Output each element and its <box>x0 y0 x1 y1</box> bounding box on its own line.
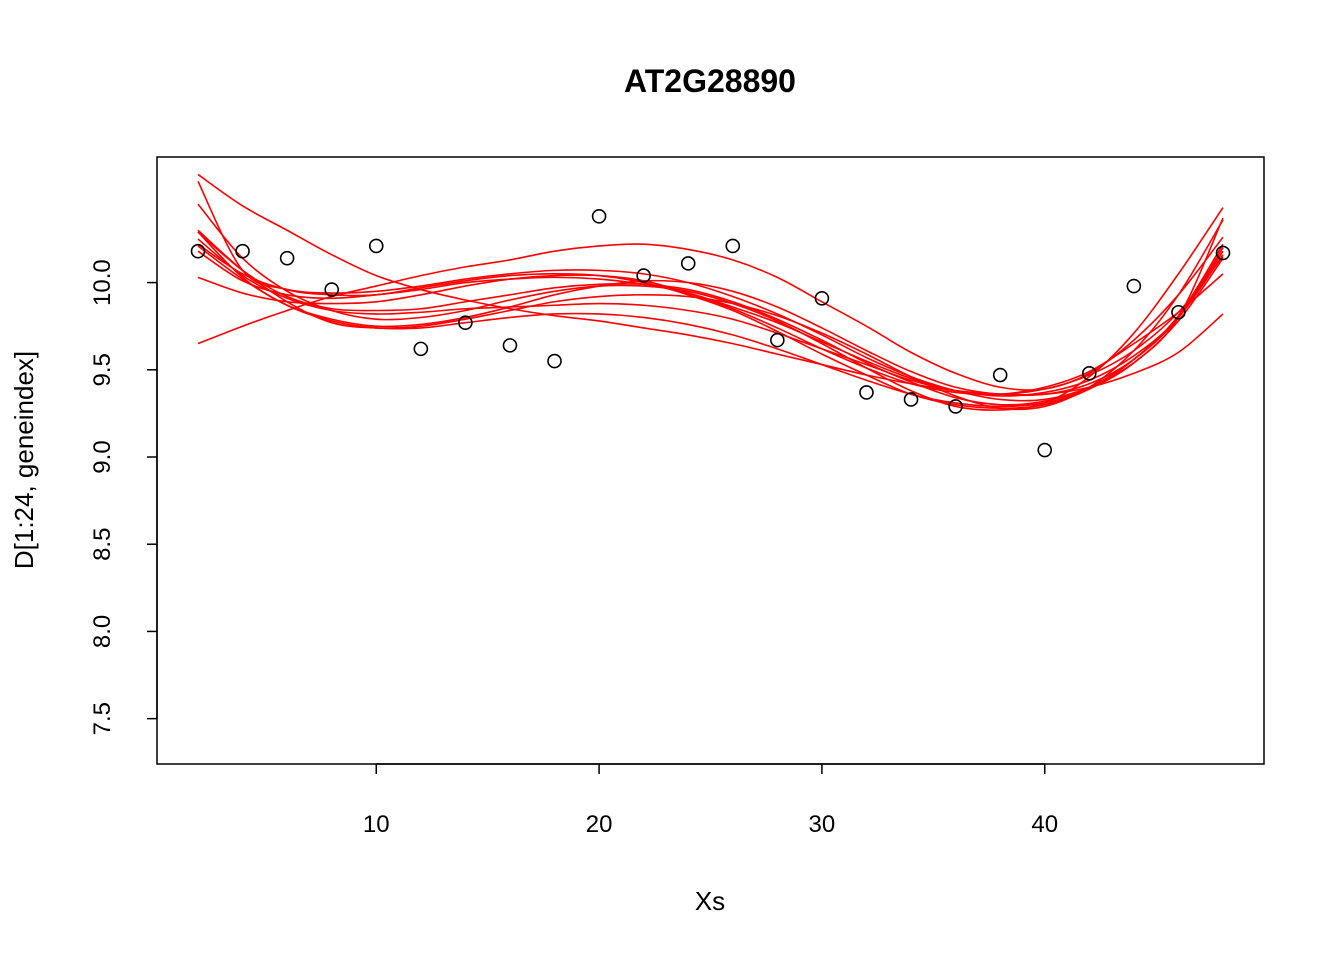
fitted-curves <box>197 173 1224 411</box>
data-point <box>1215 245 1231 261</box>
data-point <box>324 282 339 297</box>
fitted-curve-8 <box>197 203 1224 411</box>
data-point <box>235 243 250 259</box>
fitted-curve-1 <box>197 173 1224 396</box>
y-tick-label: 8.5 <box>89 528 116 561</box>
chart-title: AT2G28890 <box>624 63 796 99</box>
y-axis: 7.5 8.0 8.5 9.0 9.5 10.0 <box>89 259 158 735</box>
data-point <box>1171 304 1186 320</box>
fitted-curve-12 <box>197 250 1224 397</box>
data-point <box>190 243 206 259</box>
fitted-curve-7 <box>197 181 1224 409</box>
data-point <box>814 290 830 306</box>
data-point <box>279 250 295 266</box>
y-tick-label: 7.5 <box>89 702 116 735</box>
y-tick-label: 8.0 <box>89 615 116 648</box>
data-point <box>1037 442 1053 458</box>
x-tick-label: 10 <box>363 811 390 838</box>
fitted-curve-10 <box>197 245 1224 397</box>
data-point <box>948 399 963 414</box>
data-point <box>770 332 785 348</box>
y-axis-label: D[1:24, geneindex] <box>9 351 39 569</box>
data-point <box>502 338 518 353</box>
data-point <box>458 315 473 331</box>
x-axis-label: Xs <box>695 886 725 916</box>
data-point <box>1126 278 1142 294</box>
data-point <box>1082 365 1097 381</box>
data-point <box>859 385 874 400</box>
data-point <box>903 392 919 407</box>
y-tick-label: 10.0 <box>89 259 116 306</box>
data-point <box>368 238 384 254</box>
y-tick-label: 9.0 <box>89 440 116 473</box>
data-point <box>547 353 562 369</box>
data-point <box>413 341 429 357</box>
data-point <box>992 367 1008 383</box>
fitted-curve-11 <box>197 217 1224 408</box>
data-points <box>190 209 1231 458</box>
y-tick-label: 9.5 <box>89 353 116 386</box>
x-tick-label: 20 <box>586 811 613 838</box>
fitted-curve-6 <box>197 243 1224 402</box>
data-point <box>725 238 741 254</box>
fitted-curve-3 <box>197 231 1224 406</box>
fitted-curve-4 <box>197 238 1224 396</box>
data-point <box>591 209 607 224</box>
x-tick-label: 30 <box>809 811 836 838</box>
data-point <box>680 256 696 271</box>
data-point <box>636 268 651 283</box>
x-tick-label: 40 <box>1031 811 1058 838</box>
x-axis: 10 20 30 40 <box>363 763 1058 838</box>
plot-frame <box>156 156 1265 765</box>
